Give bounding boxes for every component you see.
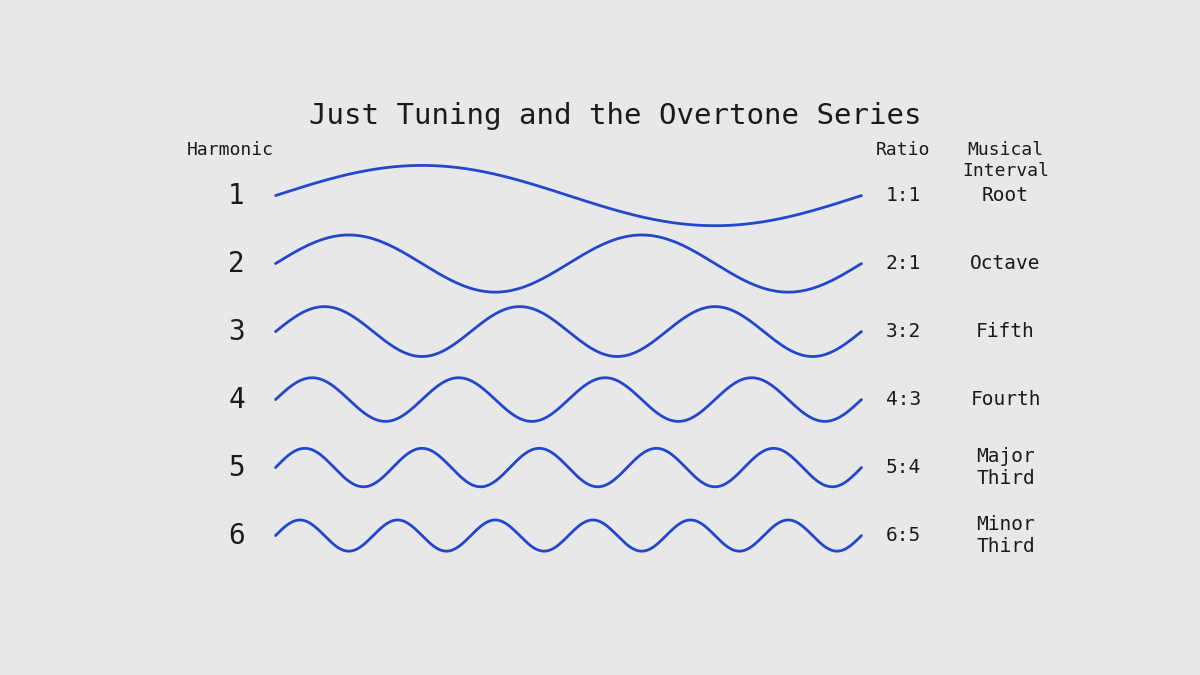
Text: 4:3: 4:3	[886, 390, 920, 409]
Text: Octave: Octave	[971, 254, 1040, 273]
Text: Minor
Third: Minor Third	[977, 515, 1034, 556]
Text: Fifth: Fifth	[977, 322, 1034, 341]
Text: 3: 3	[228, 317, 245, 346]
Text: 1:1: 1:1	[886, 186, 920, 205]
Text: 4: 4	[228, 385, 245, 414]
Text: Harmonic: Harmonic	[187, 141, 274, 159]
Text: Just Tuning and the Overtone Series: Just Tuning and the Overtone Series	[308, 102, 922, 130]
Text: 5:4: 5:4	[886, 458, 920, 477]
Text: 3:2: 3:2	[886, 322, 920, 341]
Text: 2:1: 2:1	[886, 254, 920, 273]
Text: 2: 2	[228, 250, 245, 277]
Text: 6: 6	[228, 522, 245, 549]
Text: 1: 1	[228, 182, 245, 209]
Text: Musical
Interval: Musical Interval	[962, 141, 1049, 180]
Text: Fourth: Fourth	[971, 390, 1040, 409]
Text: Ratio: Ratio	[876, 141, 930, 159]
Text: Root: Root	[982, 186, 1030, 205]
Text: 5: 5	[228, 454, 245, 481]
Text: 6:5: 6:5	[886, 526, 920, 545]
Text: Major
Third: Major Third	[977, 447, 1034, 488]
